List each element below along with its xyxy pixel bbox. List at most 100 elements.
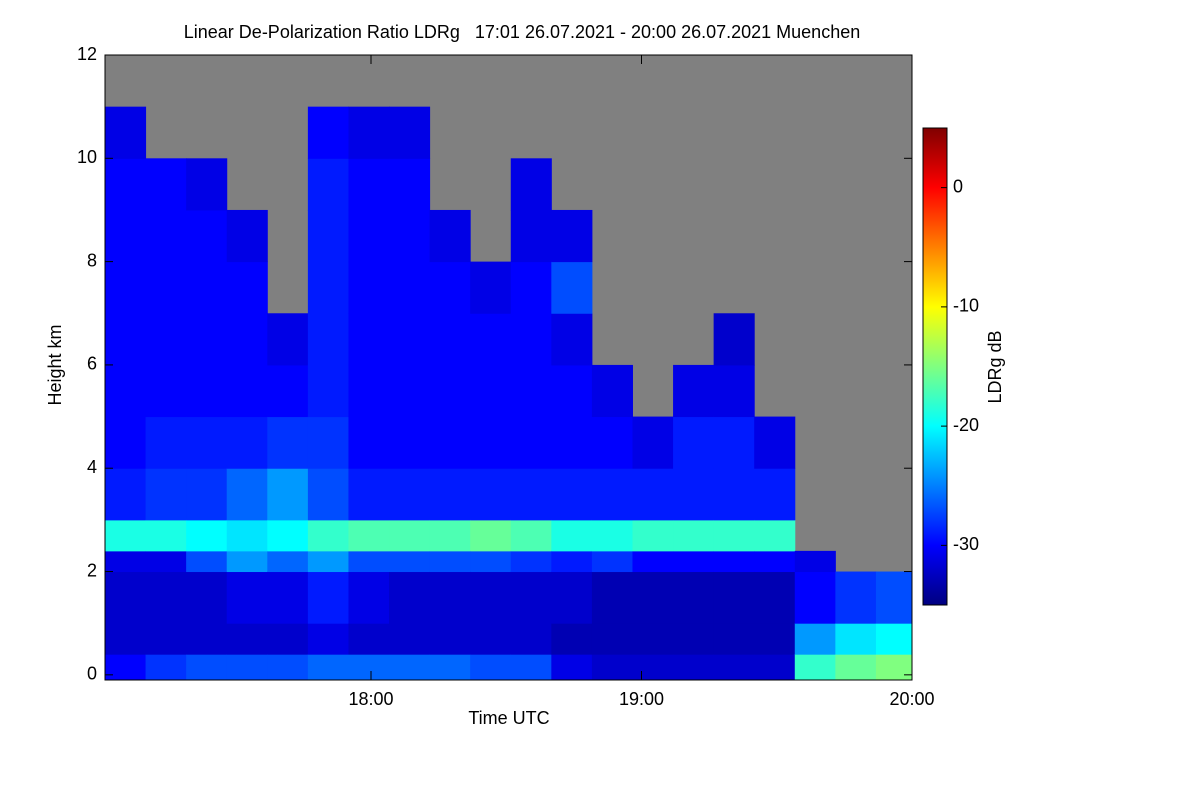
heatmap-cell: [591, 550, 633, 573]
heatmap-cell: [267, 519, 309, 552]
heatmap-cell: [145, 313, 187, 366]
heatmap-cell: [105, 313, 147, 366]
heatmap-cell: [673, 519, 715, 552]
heatmap-cell: [389, 209, 431, 263]
heatmap-cell: [551, 416, 593, 469]
heatmap-cell: [754, 654, 796, 681]
heatmap-cell: [389, 654, 431, 681]
heatmap-cell: [145, 158, 187, 211]
heatmap-cell: [145, 654, 187, 681]
heatmap-cell: [105, 654, 147, 681]
heatmap-cell: [713, 571, 755, 624]
heatmap-cell: [713, 364, 755, 418]
heatmap-cell: [713, 623, 755, 655]
heatmap-cell: [307, 106, 349, 159]
heatmap-cell: [226, 550, 268, 573]
y-tick-label: 6: [87, 354, 97, 374]
heatmap-cell: [186, 623, 228, 655]
heatmap-cell: [307, 364, 349, 418]
heatmap-cell: [470, 654, 512, 681]
heatmap-cell: [226, 654, 268, 681]
heatmap-cell: [632, 468, 674, 521]
heatmap-cell: [226, 416, 268, 469]
heatmap-cell: [551, 364, 593, 418]
heatmap-cell: [267, 468, 309, 521]
heatmap-cell: [470, 571, 512, 624]
heatmap-cell: [105, 550, 147, 573]
heatmap-cell: [713, 313, 755, 366]
heatmap-cell: [348, 209, 390, 263]
heatmap-cell: [429, 261, 471, 314]
heatmap-cell: [389, 571, 431, 624]
heatmap-cell: [673, 571, 715, 624]
heatmap-cell: [510, 364, 552, 418]
y-tick-label: 10: [77, 147, 97, 167]
heatmap-cell: [145, 364, 187, 418]
heatmap-cell: [186, 364, 228, 418]
heatmap-cell: [105, 158, 147, 211]
heatmap-cell: [145, 623, 187, 655]
heatmap-cell: [429, 654, 471, 681]
heatmap-cell: [632, 519, 674, 552]
heatmap-cell: [429, 364, 471, 418]
heatmap-cell: [551, 209, 593, 263]
plot-frame: [104, 54, 913, 681]
heatmap-cell: [186, 209, 228, 263]
heatmap-cell: [875, 623, 913, 655]
heatmap-cell: [389, 106, 431, 159]
heatmap-cell: [713, 468, 755, 521]
heatmap-cell: [226, 519, 268, 552]
heatmap-cell: [226, 313, 268, 366]
heatmap-cell: [226, 364, 268, 418]
heatmap-cell: [348, 416, 390, 469]
heatmap-cell: [105, 519, 147, 552]
heatmap-cell: [551, 313, 593, 366]
heatmap-cell: [429, 209, 471, 263]
heatmap-cell: [348, 571, 390, 624]
heatmap-cell: [470, 416, 512, 469]
heatmap-cell: [267, 550, 309, 573]
heatmap-cell: [510, 623, 552, 655]
heatmap-cell: [307, 623, 349, 655]
heatmap-cell: [348, 158, 390, 211]
heatmap-cell: [389, 623, 431, 655]
heatmap-cell: [551, 519, 593, 552]
heatmap-cell: [510, 313, 552, 366]
y-tick-label: 0: [87, 664, 97, 684]
heatmap-cell: [348, 261, 390, 314]
heatmap-cell: [510, 550, 552, 573]
heatmap-cell: [510, 571, 552, 624]
heatmap-cell: [713, 550, 755, 573]
heatmap-cell: [510, 261, 552, 314]
heatmap-cell: [835, 654, 877, 681]
heatmap-cell: [794, 550, 836, 573]
heatmap-cell: [226, 209, 268, 263]
y-tick-label: 8: [87, 250, 97, 270]
heatmap-cell: [551, 654, 593, 681]
heatmap-cell: [875, 654, 913, 681]
heatmap-cell: [429, 468, 471, 521]
heatmap-cell: [591, 364, 633, 418]
plot-area: [105, 55, 913, 681]
heatmap-cell: [673, 623, 715, 655]
heatmap-cell: [226, 261, 268, 314]
heatmap-cell: [105, 468, 147, 521]
heatmap-cell: [713, 519, 755, 552]
heatmap-cell: [389, 261, 431, 314]
heatmap-cell: [754, 519, 796, 552]
heatmap-cell: [105, 364, 147, 418]
heatmap-cell: [713, 416, 755, 469]
heatmap-cell: [226, 571, 268, 624]
heatmap-cell: [470, 550, 512, 573]
heatmap-cell: [754, 416, 796, 469]
heatmap-cell: [591, 416, 633, 469]
heatmap-cell: [835, 623, 877, 655]
heatmap-cell: [186, 416, 228, 469]
heatmap-cell: [145, 571, 187, 624]
heatmap-cell: [673, 416, 715, 469]
heatmap-cell: [632, 550, 674, 573]
heatmap-cell: [186, 158, 228, 211]
heatmap-cell: [754, 550, 796, 573]
heatmap-cell: [632, 416, 674, 469]
heatmap-cell: [673, 550, 715, 573]
